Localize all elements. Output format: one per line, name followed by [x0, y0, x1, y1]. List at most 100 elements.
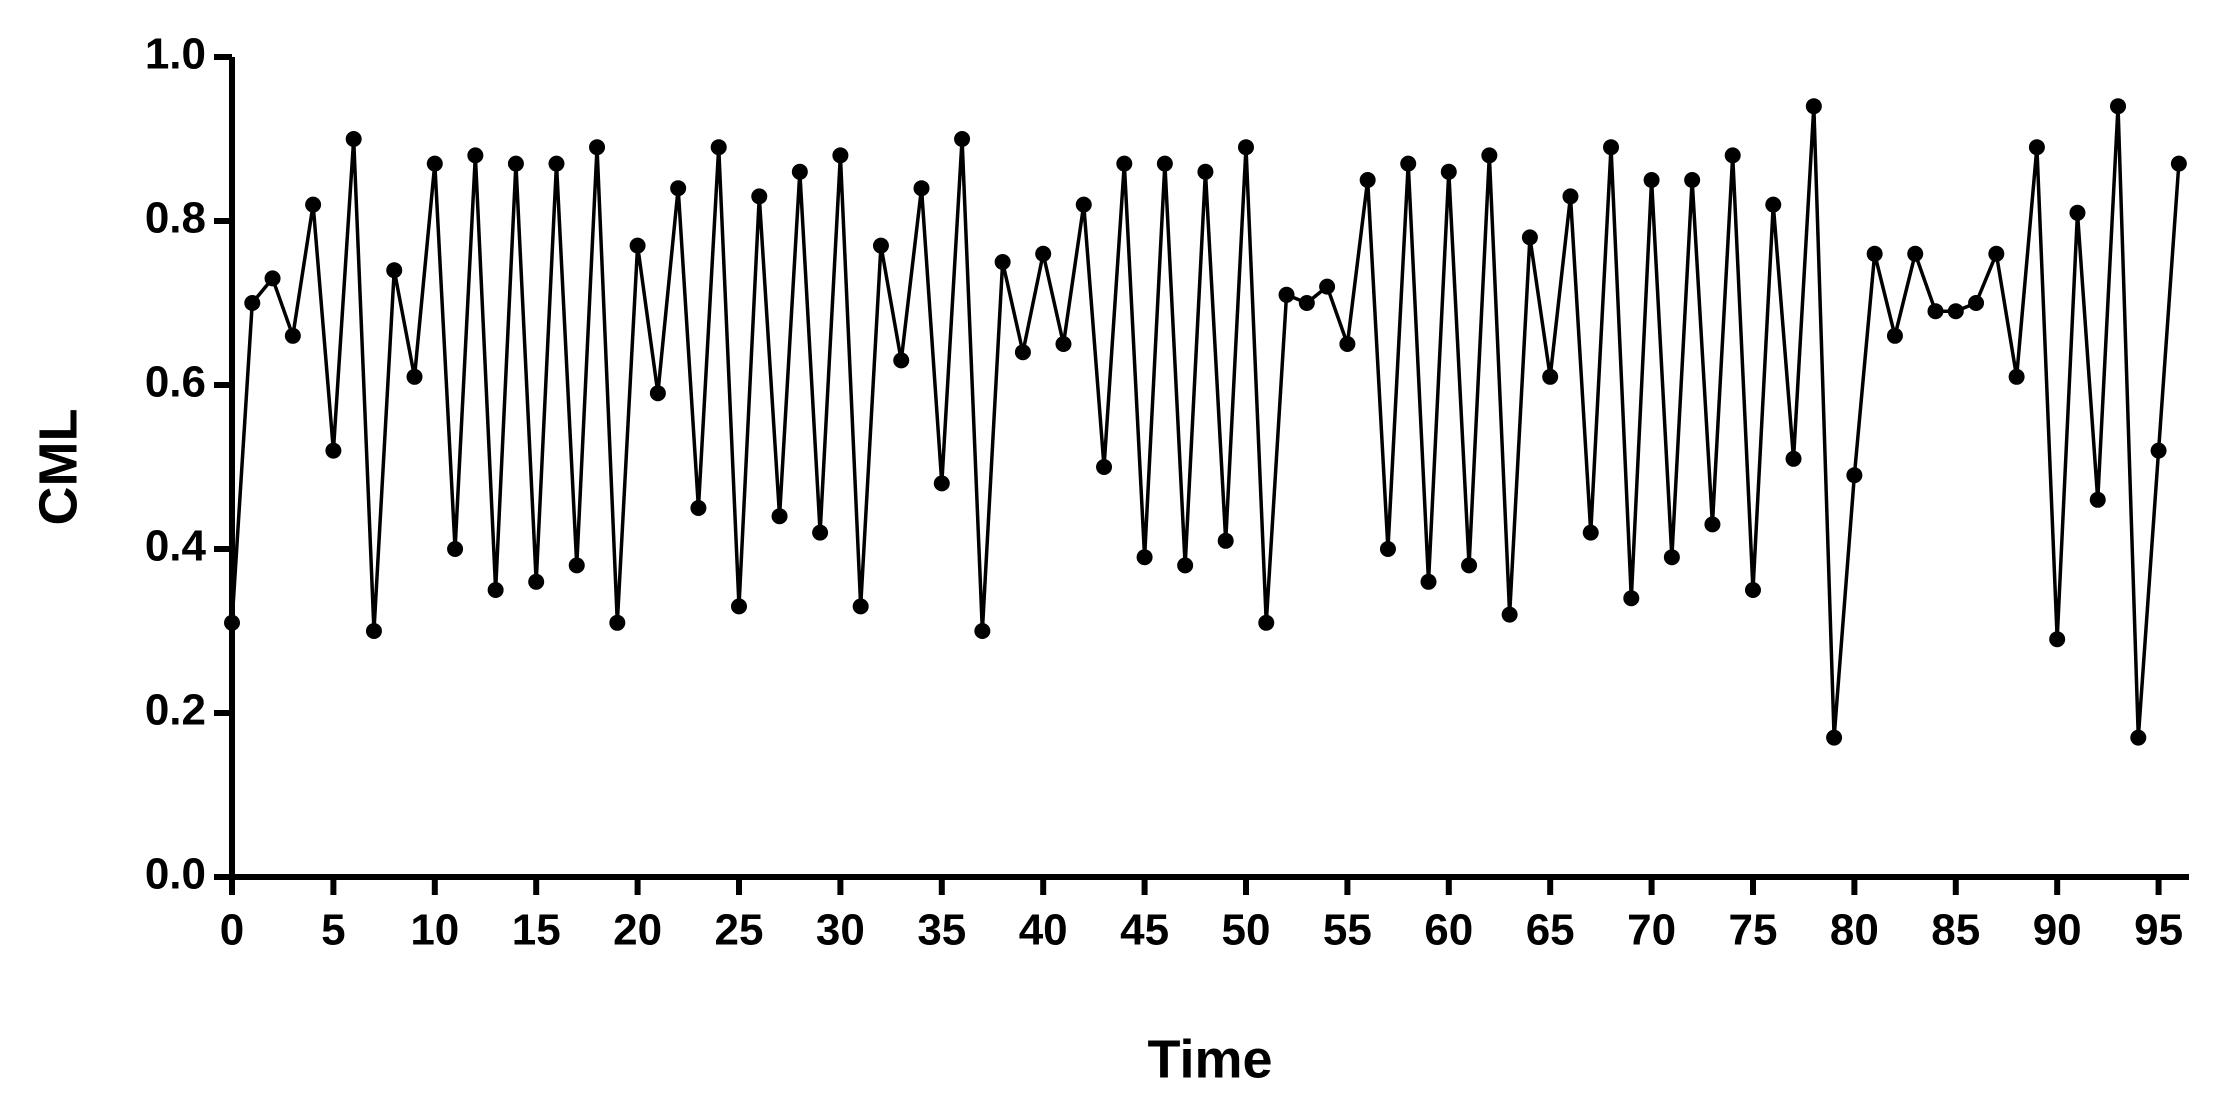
x-axis-title: Time [1147, 1029, 1272, 1089]
marker [1420, 573, 1437, 590]
marker [1907, 245, 1924, 262]
y-axis-title: CML [28, 409, 88, 526]
marker [1298, 295, 1315, 311]
marker [730, 598, 747, 615]
marker [974, 623, 991, 639]
marker [507, 155, 524, 172]
marker [1359, 172, 1376, 188]
marker [1684, 172, 1701, 188]
marker [751, 188, 768, 205]
marker [1826, 729, 1843, 746]
marker [447, 541, 464, 557]
marker [244, 295, 261, 311]
marker [548, 155, 565, 172]
marker [1521, 229, 1538, 246]
y-tick-label: 0.4 [145, 522, 207, 571]
marker [305, 196, 322, 213]
x-tick-label: 95 [2134, 906, 2183, 955]
marker [1461, 557, 1478, 574]
marker [1096, 459, 1113, 475]
x-tick-label: 25 [715, 906, 764, 955]
marker [1866, 245, 1883, 262]
marker [2170, 155, 2187, 172]
x-tick-label: 15 [512, 906, 561, 955]
y-tick-label: 1.0 [145, 30, 206, 79]
marker [1481, 147, 1498, 164]
marker [1136, 549, 1153, 566]
x-tick-label: 65 [1526, 906, 1575, 955]
marker [1663, 549, 1680, 566]
marker [1339, 336, 1356, 352]
marker [1765, 196, 1782, 213]
marker [1542, 368, 1559, 385]
x-tick-label: 60 [1424, 906, 1473, 955]
line [230, 104, 2181, 740]
marker [872, 237, 889, 254]
y-tick-label: 0.8 [145, 194, 206, 243]
marker [649, 385, 666, 402]
marker [2069, 204, 2086, 221]
marker [1116, 155, 1133, 172]
marker [1886, 327, 1903, 344]
marker [994, 254, 1011, 270]
marker [1400, 155, 1417, 172]
marker [1258, 614, 1275, 631]
marker [1582, 524, 1599, 541]
marker [386, 262, 403, 279]
marker [528, 573, 545, 590]
marker [1704, 516, 1721, 533]
marker [1785, 450, 1802, 467]
marker [1156, 155, 1173, 172]
marker [467, 147, 484, 164]
marker [2130, 729, 2147, 746]
marker [1724, 147, 1741, 164]
y-tick-label: 0.2 [145, 686, 206, 735]
marker [1075, 196, 1092, 213]
x-tick-label: 10 [410, 906, 459, 955]
x-tick-label: 85 [1931, 906, 1980, 955]
marker [1947, 303, 1964, 320]
x-tick-label: 80 [1830, 906, 1879, 955]
marker [629, 237, 646, 254]
marker [1319, 278, 1336, 295]
marker [1055, 336, 1072, 352]
marker [589, 139, 606, 156]
marker [426, 155, 443, 172]
x-tick-label: 5 [321, 906, 345, 955]
marker [771, 508, 788, 525]
marker [1968, 295, 1985, 311]
x-tick-label: 50 [1222, 906, 1271, 955]
marker [852, 598, 869, 615]
marker [791, 163, 808, 180]
marker [609, 614, 626, 631]
marker [1846, 467, 1863, 484]
marker [406, 368, 423, 385]
x-tick-label: 45 [1120, 906, 1169, 955]
marker [812, 524, 829, 541]
x-tick-label: 0 [220, 906, 244, 955]
marker [893, 352, 910, 369]
marker [1278, 286, 1295, 303]
marker [954, 131, 971, 147]
marker [2110, 98, 2127, 115]
marker [710, 139, 727, 156]
marker [670, 180, 687, 197]
x-tick-label: 90 [2033, 906, 2082, 955]
marker [832, 147, 849, 164]
x-tick-label: 30 [816, 906, 865, 955]
marker [690, 500, 707, 516]
marker [933, 475, 950, 492]
marker [1562, 188, 1579, 205]
marker [1744, 582, 1761, 598]
marker [1035, 245, 1052, 262]
marker [1988, 245, 2005, 262]
x-tick-label: 75 [1729, 906, 1778, 955]
marker [1805, 98, 1822, 115]
marker [1927, 303, 1944, 320]
y-tick-label: 0.6 [145, 358, 206, 407]
x-tick-label: 55 [1323, 906, 1372, 955]
marker [1177, 557, 1194, 574]
marker [1237, 139, 1254, 156]
x-tick-label: 20 [613, 906, 662, 955]
